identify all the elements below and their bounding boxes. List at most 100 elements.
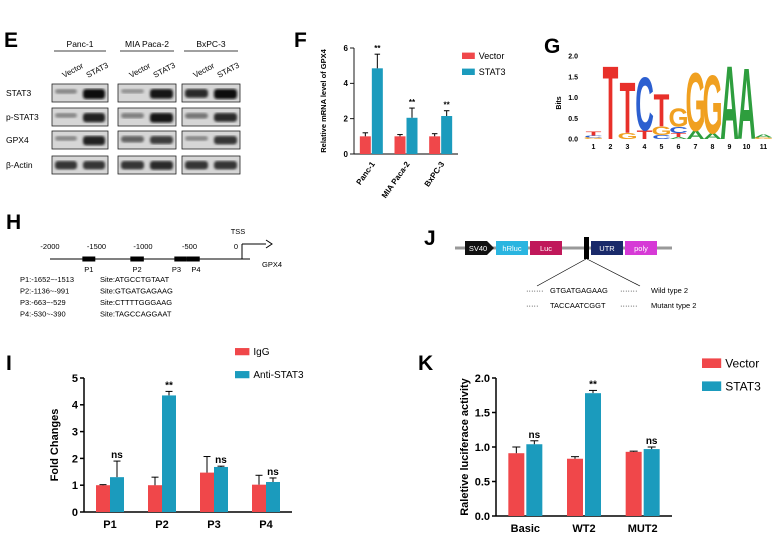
promoter-map-H: -2000 -1500 -1000 -500 0 TSS GPX4 P1 P2 P3 P4 P1:-1… xyxy=(20,227,282,319)
binding-site-name: P3 xyxy=(172,265,181,274)
panel-label-H: H xyxy=(6,211,22,234)
blot-band xyxy=(55,136,77,141)
site-range: P2:-1136~-991 xyxy=(20,287,69,296)
reporter-construct-J: SV40 hRluc Luc UTR poly ······· GTGATGAGAAG ···… xyxy=(455,237,696,310)
site-range: P3:-663~-529 xyxy=(20,298,66,307)
utr-label: UTR xyxy=(599,244,615,253)
significance-label: ns xyxy=(528,430,540,441)
y-tick-label: 2.0 xyxy=(475,373,490,385)
y-tick-label: 4 xyxy=(344,79,349,88)
category-label: MUT2 xyxy=(628,523,658,534)
cell-line-label: Panc-1 xyxy=(67,39,94,49)
bar xyxy=(162,395,176,512)
y-tick-label: 0 xyxy=(344,150,349,159)
logo-letter: G xyxy=(753,137,773,140)
bar xyxy=(643,449,660,516)
y-tick-label: 3 xyxy=(72,426,78,438)
scale-label: -1000 xyxy=(133,242,152,251)
bar xyxy=(429,136,441,154)
logo-y-tick: 0.0 xyxy=(568,137,578,144)
logo-y-tick: 1.0 xyxy=(568,95,578,102)
blot-row-label: STAT3 xyxy=(6,88,31,98)
y-tick-label: 5 xyxy=(72,373,78,385)
mut-label: Mutant type 2 xyxy=(651,301,696,310)
logo-position-label: 1 xyxy=(592,144,596,151)
wt-dots-left: ······· xyxy=(526,286,543,295)
logo-letter: T xyxy=(620,69,636,149)
category-label: WT2 xyxy=(572,523,595,534)
panel-label-G: G xyxy=(544,35,561,58)
category-label: BxPC-3 xyxy=(423,160,447,189)
logo-letter: G xyxy=(651,125,671,138)
wt-label: Wild type 2 xyxy=(651,286,688,295)
blot-strip xyxy=(117,130,177,150)
mut-dots-right: ······· xyxy=(620,301,637,310)
logo-letter: T xyxy=(586,130,603,136)
hrluc-element xyxy=(496,241,528,255)
lane-label: Vector xyxy=(61,61,86,80)
legend-label: IgG xyxy=(253,347,269,358)
significance-label: ns xyxy=(267,467,279,478)
logo-letter: A xyxy=(720,46,739,155)
tss-label: TSS xyxy=(231,227,246,236)
legend-swatch xyxy=(462,68,475,75)
logo-position-label: 9 xyxy=(728,144,732,151)
legend-label: STAT3 xyxy=(479,67,506,77)
scale-label: -500 xyxy=(182,242,197,251)
logo-position-label: 7 xyxy=(694,144,698,151)
binding-site-name: P4 xyxy=(191,265,200,274)
blot-band xyxy=(185,136,208,141)
lane-label: STAT3 xyxy=(152,60,178,79)
cell-line-label: BxPC-3 xyxy=(196,39,226,49)
binding-site-name: P1 xyxy=(84,265,93,274)
y-tick-label: 4 xyxy=(72,400,79,412)
legend-swatch xyxy=(462,52,475,59)
bar xyxy=(508,453,525,516)
logo-letter: A xyxy=(669,136,688,139)
legend-swatch xyxy=(702,381,722,391)
scale-label: -1500 xyxy=(87,242,106,251)
blot-band xyxy=(185,161,208,170)
y-tick-label: 1.0 xyxy=(475,442,490,454)
mut-sequence: TACCAATCGGT xyxy=(550,301,606,310)
blot-row-label: β-Actin xyxy=(6,160,33,170)
logo-position-label: 2 xyxy=(609,144,613,151)
y-tick-label: 1.5 xyxy=(475,407,490,419)
logo-letter: G xyxy=(668,104,688,132)
blot-row-label: p-STAT3 xyxy=(6,112,39,122)
bar xyxy=(110,477,124,512)
blot-band xyxy=(121,89,144,94)
bar xyxy=(585,393,601,516)
logo-position-label: 10 xyxy=(743,144,751,151)
y-axis-label: Fold Changes xyxy=(49,409,61,482)
category-label: P1 xyxy=(103,519,116,531)
blot-band xyxy=(55,89,77,94)
zoom-line-left xyxy=(536,258,587,287)
y-tick-label: 1 xyxy=(72,480,78,492)
bar xyxy=(96,485,110,512)
logo-position-label: 3 xyxy=(626,144,630,151)
significance-label: ** xyxy=(374,44,381,53)
logo-y-tick: 2.0 xyxy=(568,54,578,61)
bar xyxy=(266,481,280,512)
blot-band xyxy=(83,89,105,99)
binding-site-name: P2 xyxy=(133,265,142,274)
y-tick-label: 6 xyxy=(344,44,349,53)
y-tick-label: 0 xyxy=(72,507,78,519)
legend-label: Vector xyxy=(479,51,505,61)
category-label: P2 xyxy=(155,519,168,531)
blot-band xyxy=(83,161,105,170)
blot-band xyxy=(150,136,173,144)
bar xyxy=(625,451,642,516)
bar xyxy=(394,136,406,154)
blot-strip xyxy=(51,155,109,175)
y-axis-label: Relative mRNA level of GPX4 xyxy=(319,48,328,152)
logo-letter: G xyxy=(583,137,603,140)
blot-band xyxy=(55,113,77,118)
blot-strip xyxy=(181,130,241,150)
blot-band xyxy=(121,136,144,143)
logo-letter: A xyxy=(703,132,722,141)
panel-label-F: F xyxy=(294,29,307,52)
